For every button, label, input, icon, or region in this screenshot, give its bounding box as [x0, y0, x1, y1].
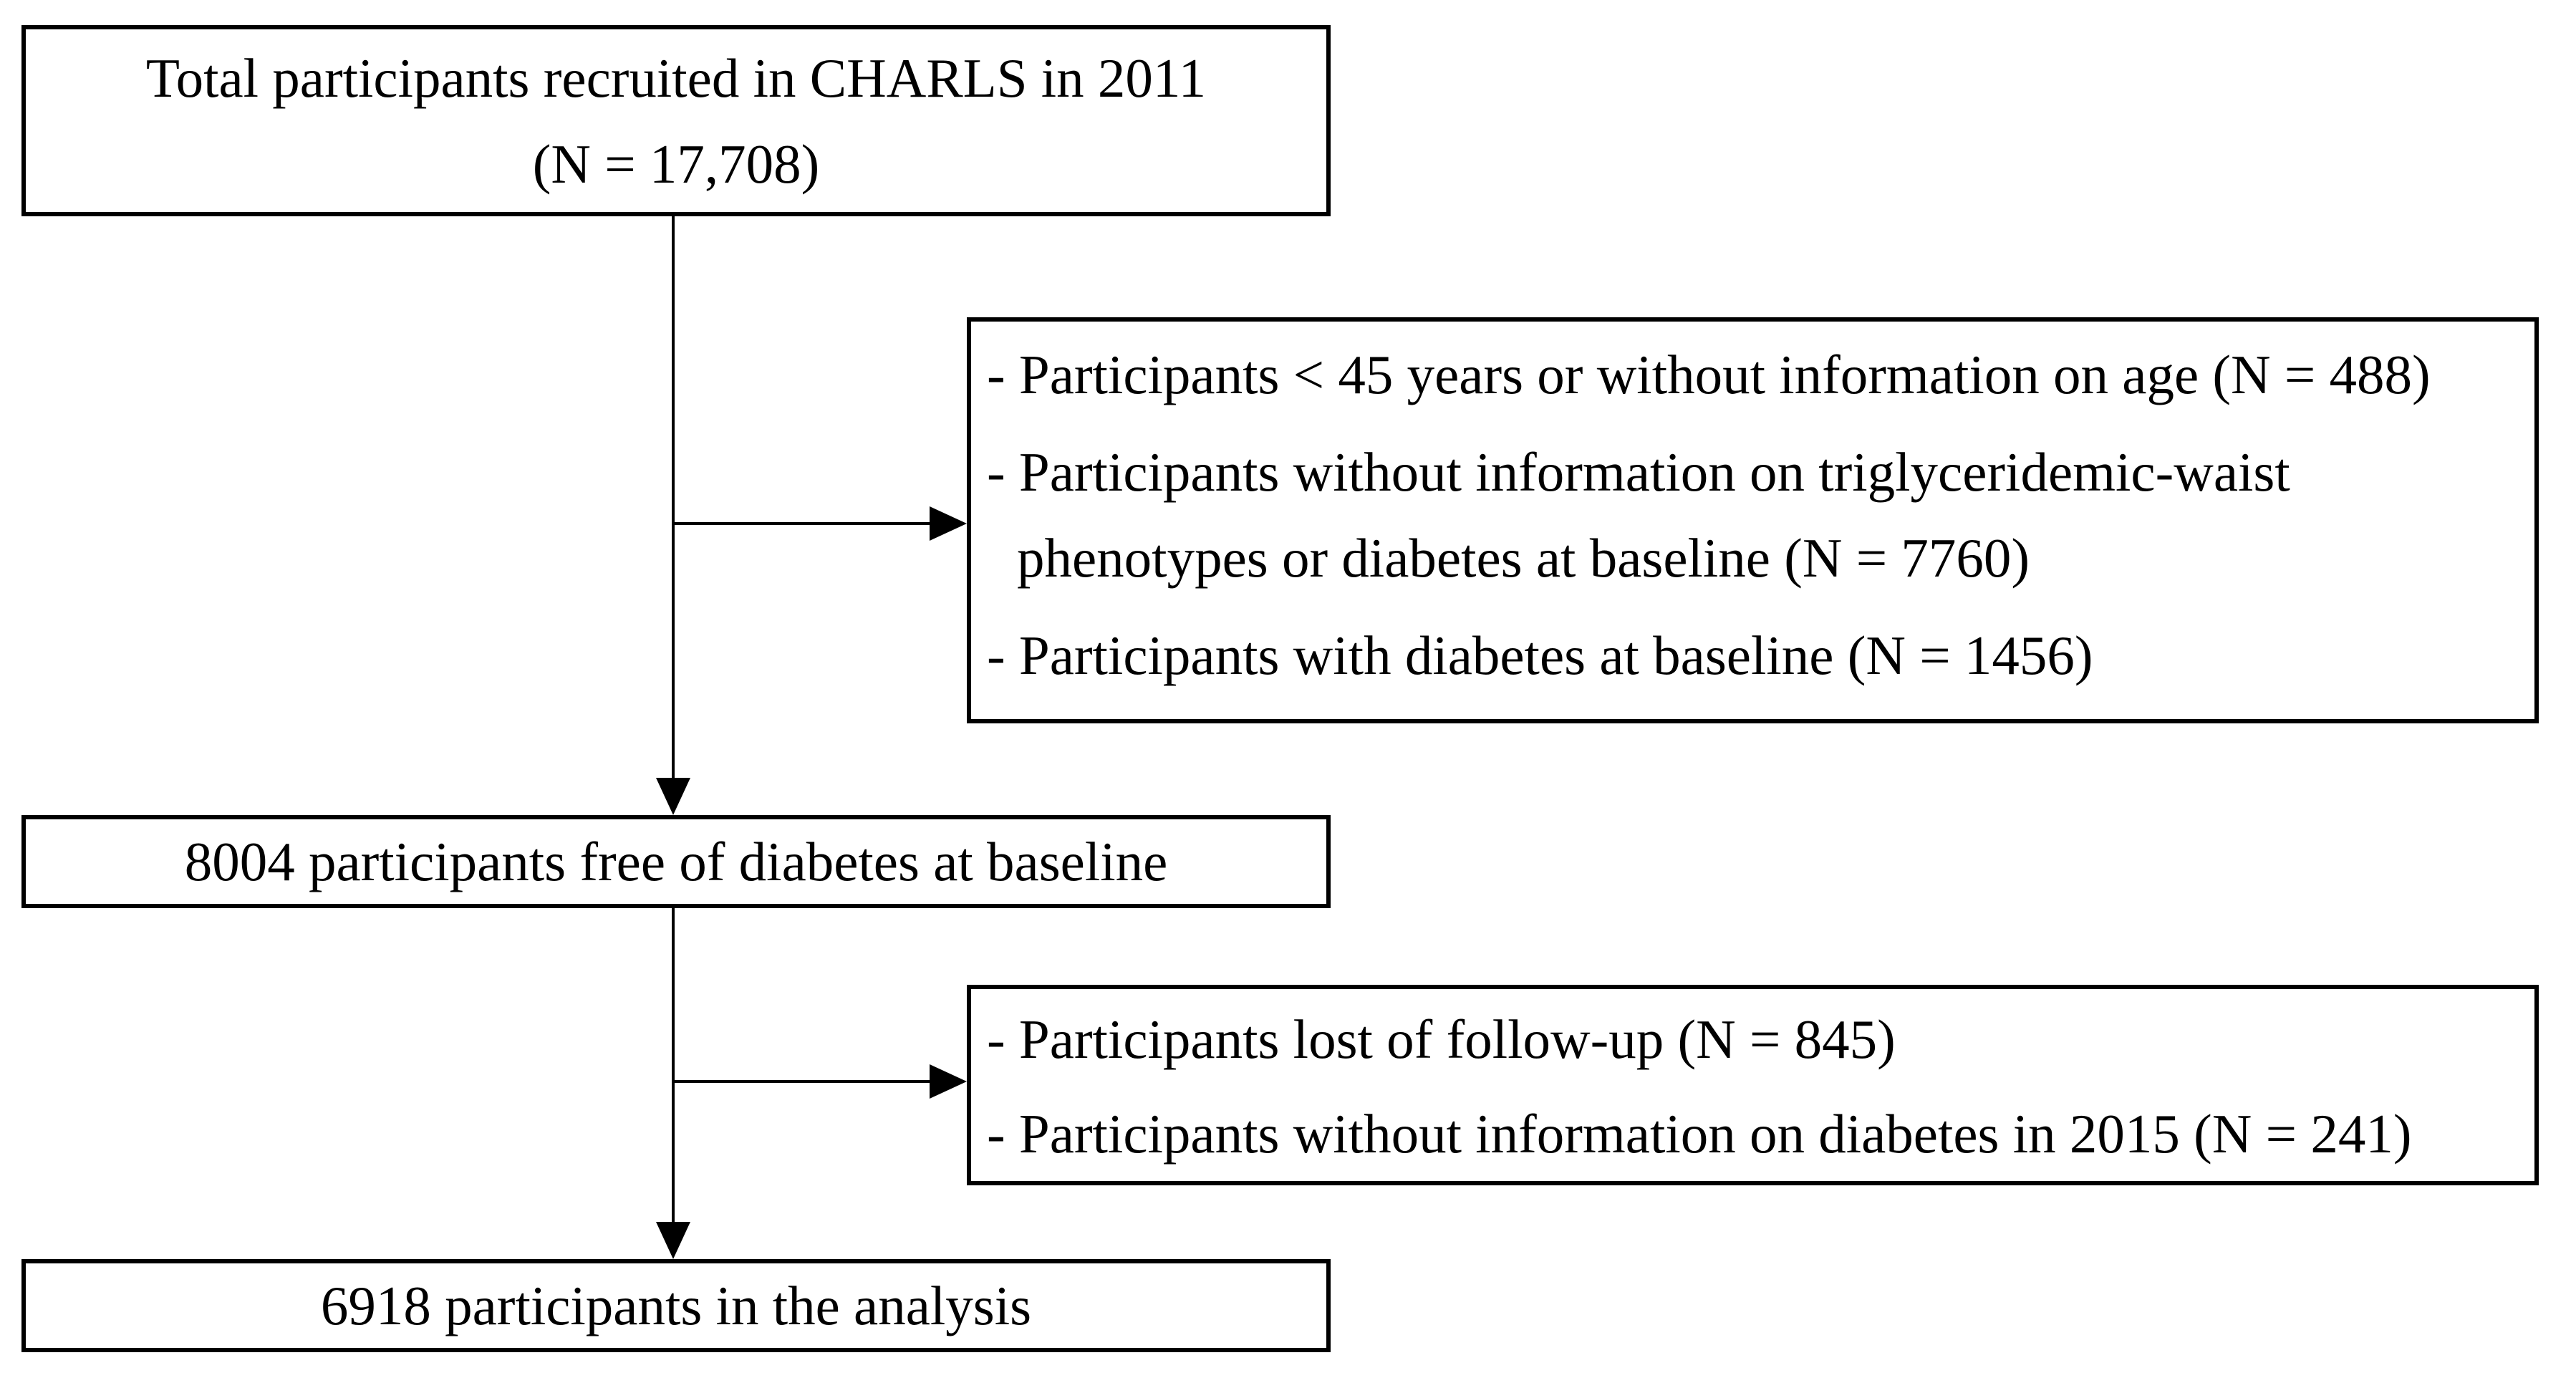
arrowhead-right-exclusion1-icon [930, 506, 967, 541]
exclusion2-item-lost: - Participants lost of follow-up (N = 84… [987, 1008, 1896, 1070]
analysis-text: 6918 participants in the analysis [320, 1275, 1032, 1336]
box-exclusions-baseline: - Participants < 45 years or without inf… [967, 317, 2539, 723]
arrowhead-down-to-bottom-icon [656, 1222, 690, 1259]
exclusion1-item-diabetes: - Participants with diabetes at baseline… [987, 625, 2093, 686]
connector-branch-exclusion2 [673, 1080, 932, 1083]
box-total-recruited: Total participants recruited in CHARLS i… [21, 25, 1331, 216]
total-recruited-text: Total participants recruited in CHARLS i… [145, 47, 1207, 109]
connector-vertical-top [672, 216, 675, 779]
arrowhead-right-exclusion2-icon [930, 1064, 967, 1099]
box-exclusions-followup: - Participants lost of follow-up (N = 84… [967, 985, 2539, 1185]
exclusion1-item-age: - Participants < 45 years or without inf… [987, 344, 2431, 405]
connector-vertical-bottom [672, 908, 675, 1222]
exclusion1-item-phenotype-line1: - Participants without information on tr… [987, 441, 2290, 503]
total-recruited-count: (N = 17,708) [532, 132, 820, 195]
exclusion1-item-phenotype-line2: phenotypes or diabetes at baseline (N = … [1017, 527, 2030, 589]
arrowhead-down-to-middle-icon [656, 778, 690, 815]
box-analysis: 6918 participants in the analysis [21, 1259, 1331, 1352]
free-of-diabetes-text: 8004 participants free of diabetes at ba… [184, 831, 1168, 892]
connector-branch-exclusion1 [673, 522, 932, 525]
box-free-of-diabetes: 8004 participants free of diabetes at ba… [21, 815, 1331, 908]
exclusion2-item-noinfo: - Participants without information on di… [987, 1103, 2412, 1165]
